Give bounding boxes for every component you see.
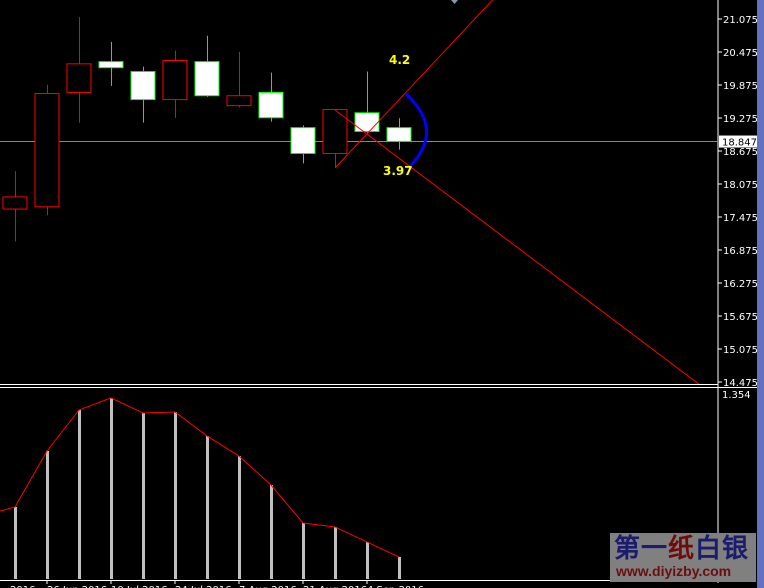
candle-body [34, 93, 60, 208]
price-tick-label: 15.075 [723, 345, 758, 356]
price-tick-label: 15.675 [723, 312, 758, 323]
trend-line-down [334, 109, 701, 386]
angle-label-lower: 3.97 [383, 164, 413, 178]
time-axis-label: 10 Jul 2016 [111, 585, 168, 588]
watermark-text: 纸 [668, 534, 696, 564]
candle-body [322, 108, 348, 154]
histogram-bar [366, 541, 369, 579]
candle [98, 41, 124, 86]
candle [130, 66, 156, 123]
histogram-bar [398, 557, 401, 579]
time-axis-label: 21 Aug 2016 [303, 585, 367, 588]
candle [162, 50, 188, 118]
candle [34, 84, 60, 216]
watermark-logo: 第一纸白银 www.diyizby.com [610, 533, 756, 582]
price-tick-label: 20.475 [723, 48, 758, 59]
time-axis-label: 7 Aug 2016 [239, 585, 297, 588]
candle [290, 125, 316, 164]
candle-body [226, 95, 252, 107]
histogram-bar [78, 409, 81, 579]
histogram-bar [238, 456, 241, 579]
candle [386, 118, 412, 150]
histogram-bar [206, 435, 209, 579]
price-tick-label: 19.275 [723, 114, 758, 125]
candle [194, 35, 220, 97]
indicator-max-label: 1.354 [722, 390, 751, 401]
price-tick-label: 14.475 [723, 378, 758, 389]
watermark-text: 第一 [614, 534, 669, 564]
candle-body [66, 63, 92, 93]
price-tick-label: 16.875 [723, 246, 758, 257]
price-tick-label: 19.875 [723, 81, 758, 92]
histogram-bar [270, 484, 273, 579]
candle [66, 17, 92, 123]
histogram-bar [14, 506, 17, 579]
histogram-bar [334, 526, 337, 579]
candle-body [194, 61, 220, 97]
current-price-badge [719, 135, 757, 148]
histogram-bar [174, 412, 177, 579]
trend-line-up [334, 0, 494, 169]
candle-body [354, 112, 380, 132]
watermark-text: 白银 [695, 534, 750, 564]
time-axis-label: 24 Jul 2016 [175, 585, 232, 588]
price-tick-label: 21.075 [723, 15, 758, 26]
histogram-bar [110, 397, 113, 579]
time-axis-label: 2016 [10, 585, 35, 588]
histogram-bar [302, 522, 305, 579]
candle [226, 51, 252, 108]
candle-body [130, 71, 156, 101]
candle-body [386, 127, 412, 142]
candle-body [2, 196, 28, 210]
histogram-bar [142, 412, 145, 579]
candle [258, 72, 284, 122]
histogram-bar [46, 450, 49, 579]
time-axis-label: 4 Sep 2016 [367, 585, 424, 588]
price-tick-label: 17.475 [723, 213, 758, 224]
angle-arc [404, 92, 428, 168]
time-axis-label: 26 Jun 2016 [47, 585, 107, 588]
candle [322, 108, 348, 168]
watermark-url: www.diyizby.com [616, 563, 732, 579]
price-tick-label: 16.275 [723, 279, 758, 290]
window-border [757, 0, 764, 588]
candle-body [290, 127, 316, 154]
current-price-label: 18.847 [722, 138, 757, 149]
candle-body [258, 91, 284, 119]
candle-body [98, 61, 124, 69]
arrow-marker-icon [451, 0, 458, 4]
price-tick-label: 18.075 [723, 180, 758, 191]
candle [2, 171, 28, 242]
candle [354, 71, 380, 134]
indicator-line [0, 397, 400, 558]
candle-body [162, 60, 188, 101]
price-tick-label: 18.675 [723, 147, 758, 158]
angle-label-upper: 4.2 [389, 53, 410, 67]
